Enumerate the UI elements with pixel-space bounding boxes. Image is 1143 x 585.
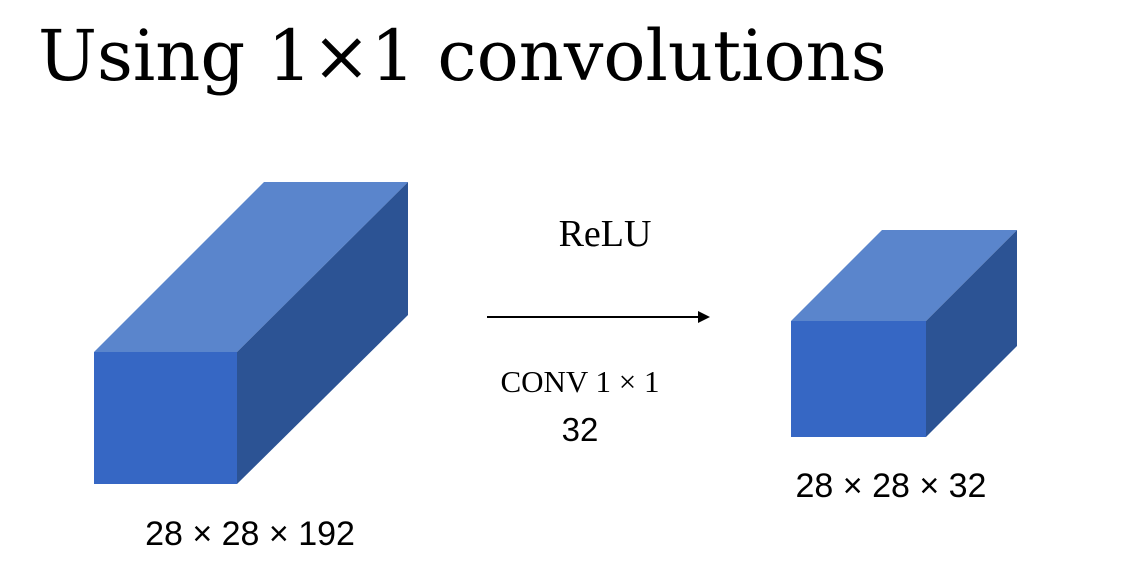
output-volume-dims-label: 28 × 28 × 32 — [796, 467, 987, 505]
activation-label: ReLU — [559, 213, 652, 255]
input-volume-top-face — [94, 182, 408, 352]
output-volume-top-face — [791, 230, 1017, 321]
input-volume-front-face — [94, 352, 237, 484]
input-volume-side-face — [237, 182, 408, 484]
slide-title: Using 1×1 convolutions — [38, 15, 887, 97]
output-volume-cube — [791, 230, 1017, 437]
output-volume-side-face — [926, 230, 1017, 437]
input-volume-dims-label: 28 × 28 × 192 — [145, 515, 355, 553]
input-volume-cube — [94, 182, 408, 484]
conv-label: CONV 1 × 1 — [500, 364, 659, 399]
filters-label: 32 — [562, 411, 599, 448]
output-volume-front-face — [791, 321, 926, 437]
